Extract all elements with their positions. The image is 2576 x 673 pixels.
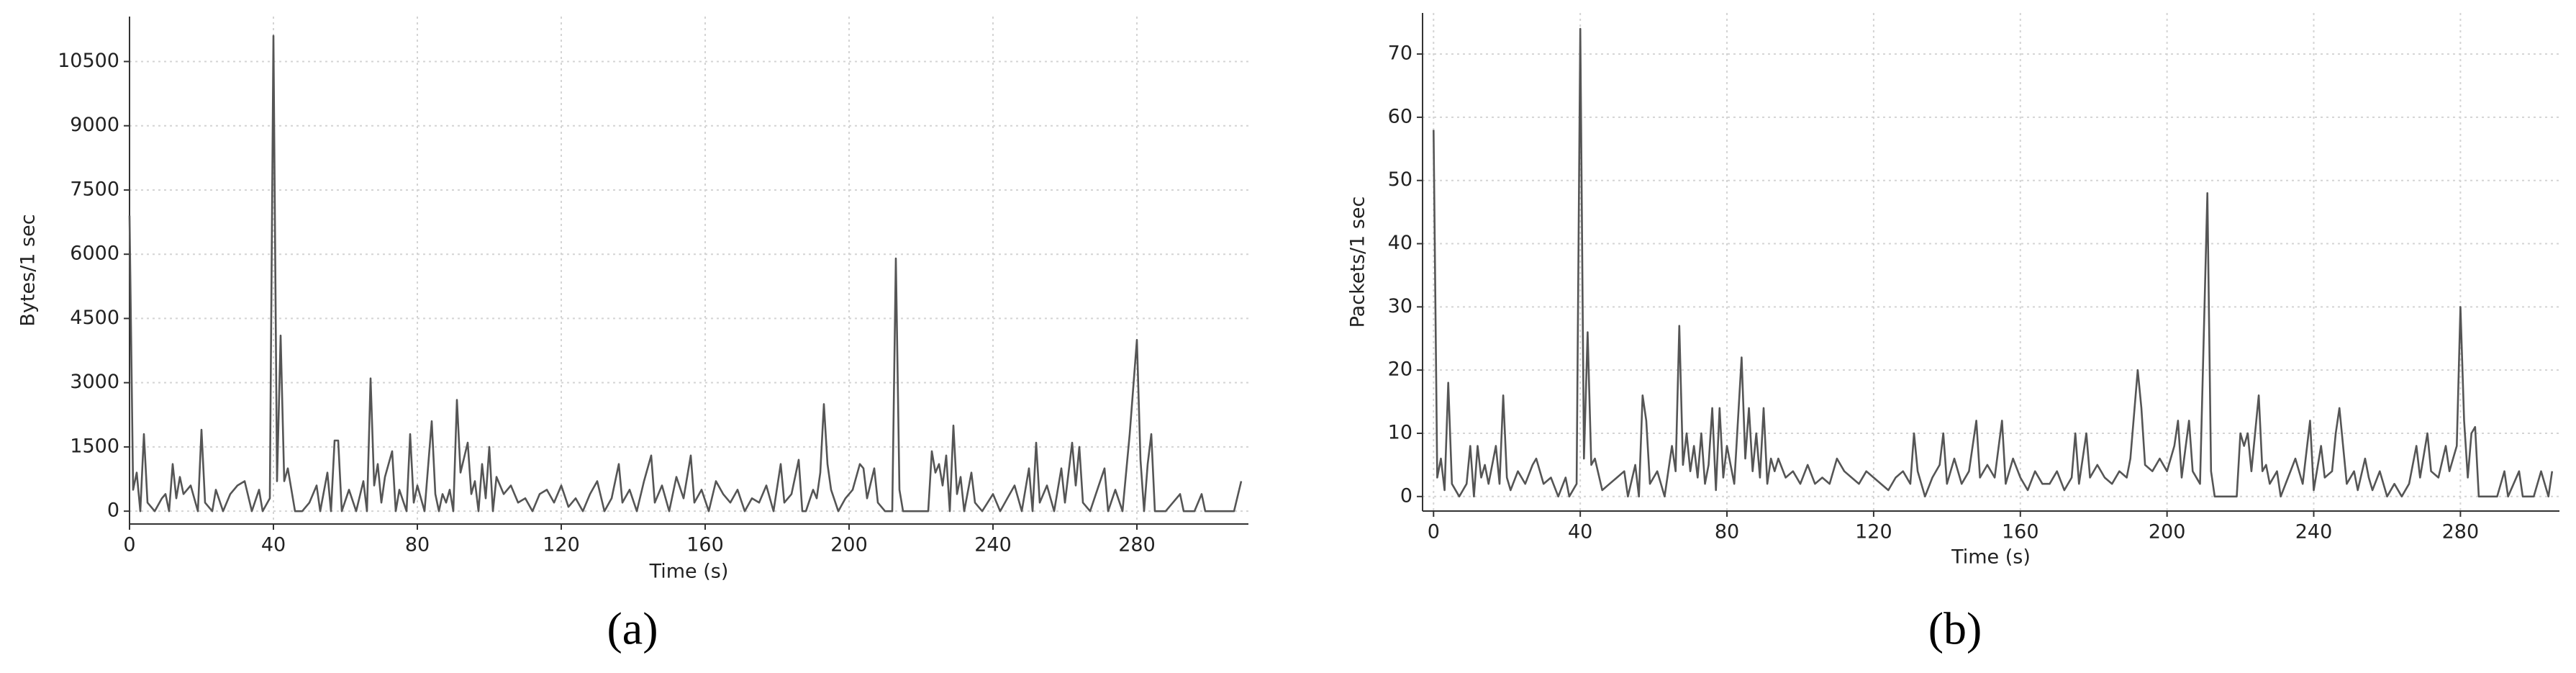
x-tick-label: 160 — [2002, 521, 2039, 543]
y-tick-label: 6000 — [70, 243, 119, 265]
x-tick-label: 40 — [261, 534, 286, 556]
x-axis-label: Time (s) — [649, 561, 729, 583]
x-tick-label: 200 — [830, 534, 868, 556]
y-tick-label: 40 — [1388, 232, 1412, 254]
y-tick-label: 4500 — [70, 307, 119, 329]
x-axis-label: Time (s) — [1951, 546, 2031, 569]
y-tick-label: 0 — [1400, 484, 1412, 507]
x-tick-label: 240 — [2295, 521, 2333, 543]
x-tick-label: 0 — [1428, 521, 1440, 543]
y-tick-label: 60 — [1388, 105, 1412, 127]
x-tick-label: 280 — [1118, 534, 1156, 556]
x-tick-label: 40 — [1568, 521, 1592, 543]
data-line — [1433, 27, 2554, 498]
y-tick-label: 1500 — [70, 435, 119, 457]
x-tick-label: 80 — [1715, 521, 1739, 543]
caption: (a) — [607, 603, 658, 654]
plot-area — [1423, 13, 2559, 511]
x-tick-label: 280 — [2442, 521, 2480, 543]
x-tick-label: 120 — [1855, 521, 1892, 543]
y-axis-label: Bytes/1 sec — [17, 214, 40, 326]
y-tick-label: 10 — [1388, 421, 1412, 443]
x-tick-label: 80 — [405, 534, 430, 556]
y-tick-label: 50 — [1388, 168, 1412, 191]
y-tick-label: 3000 — [70, 371, 119, 393]
y-tick-label: 7500 — [70, 178, 119, 200]
plot-area — [130, 17, 1248, 524]
y-tick-label: 30 — [1388, 295, 1412, 317]
y-tick-label: 0 — [107, 500, 119, 522]
data-line — [128, 35, 1243, 512]
y-tick-label: 70 — [1388, 42, 1412, 65]
x-tick-label: 160 — [686, 534, 724, 556]
x-tick-label: 120 — [543, 534, 580, 556]
x-tick-label: 240 — [974, 534, 1012, 556]
x-tick-label: 0 — [123, 534, 135, 556]
x-tick-label: 200 — [2149, 521, 2186, 543]
y-tick-label: 20 — [1388, 358, 1412, 381]
caption: (b) — [1928, 603, 1982, 654]
y-tick-label: 10500 — [58, 50, 119, 72]
y-tick-label: 9000 — [70, 114, 119, 136]
y-axis-label: Packets/1 sec — [1347, 197, 1369, 328]
